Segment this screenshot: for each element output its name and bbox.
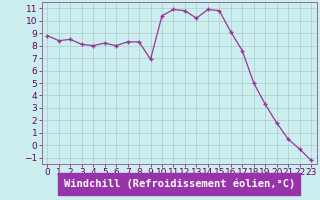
X-axis label: Windchill (Refroidissement éolien,°C): Windchill (Refroidissement éolien,°C) — [64, 179, 295, 189]
